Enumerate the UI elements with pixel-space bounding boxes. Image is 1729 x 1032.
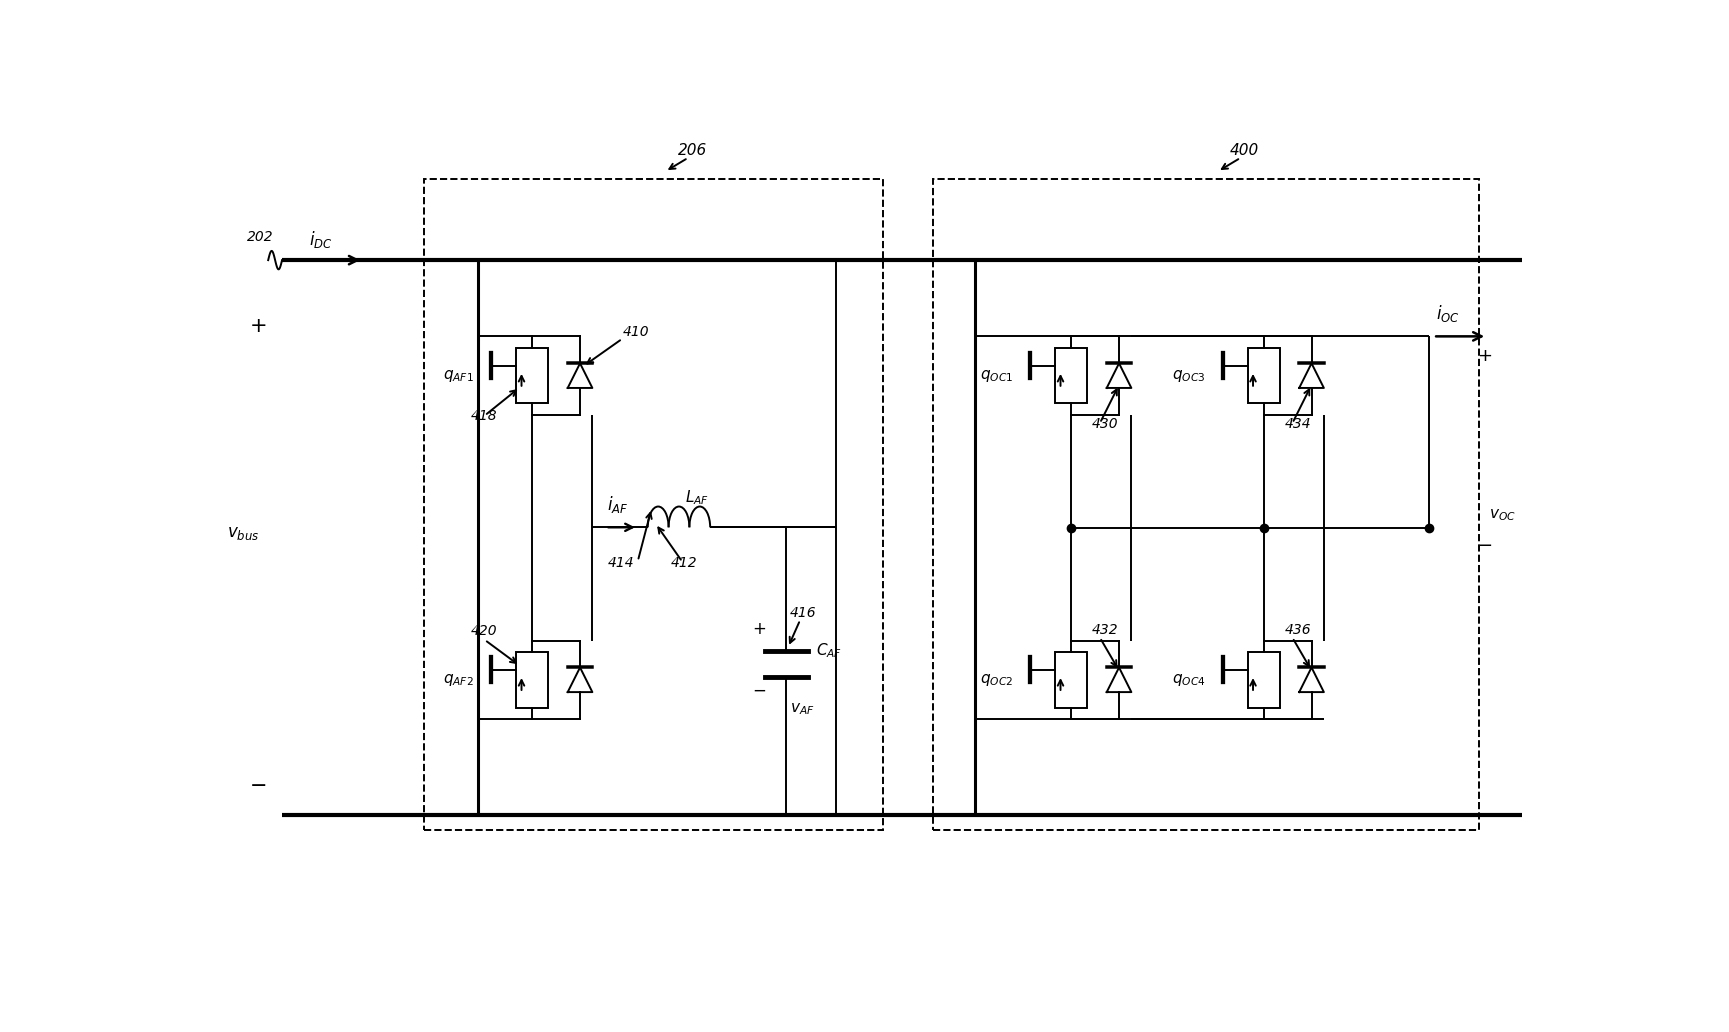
Text: $C_{AF}$: $C_{AF}$: [816, 641, 842, 659]
Text: $+$: $+$: [249, 316, 266, 335]
Polygon shape: [1298, 668, 1324, 692]
Text: 202: 202: [247, 230, 273, 244]
Bar: [1248, 652, 1279, 708]
Text: 416: 416: [790, 606, 816, 619]
Text: $q_{OC1}$: $q_{OC1}$: [980, 367, 1013, 384]
Text: 412: 412: [671, 556, 697, 571]
Text: $+$: $+$: [1477, 347, 1492, 365]
Polygon shape: [1107, 668, 1131, 692]
Text: $L_{AF}$: $L_{AF}$: [685, 489, 709, 508]
Text: $q_{AF1}$: $q_{AF1}$: [443, 367, 474, 384]
Text: 420: 420: [470, 624, 498, 638]
Text: 418: 418: [470, 410, 498, 423]
Text: $q_{OC3}$: $q_{OC3}$: [1172, 367, 1205, 384]
Text: 400: 400: [1229, 142, 1259, 158]
Text: $v_{AF}$: $v_{AF}$: [790, 701, 814, 717]
Bar: [1248, 348, 1279, 404]
Bar: [517, 652, 548, 708]
Polygon shape: [1107, 363, 1131, 388]
Text: 410: 410: [622, 325, 648, 338]
Text: $-$: $-$: [752, 680, 766, 699]
Text: $q_{AF2}$: $q_{AF2}$: [443, 672, 474, 687]
Text: 430: 430: [1093, 417, 1119, 431]
Polygon shape: [1298, 363, 1324, 388]
Bar: [932, 180, 1480, 830]
Text: $-$: $-$: [249, 774, 266, 794]
Bar: [425, 180, 882, 830]
Text: 436: 436: [1285, 622, 1311, 637]
Text: $\mathit{i}_{DC}$: $\mathit{i}_{DC}$: [309, 229, 332, 250]
Polygon shape: [567, 363, 593, 388]
Text: 206: 206: [678, 142, 707, 158]
Bar: [1055, 652, 1088, 708]
Bar: [517, 348, 548, 404]
Text: 434: 434: [1285, 417, 1311, 431]
Text: $q_{OC4}$: $q_{OC4}$: [1172, 672, 1205, 687]
Polygon shape: [567, 668, 593, 692]
Text: $\mathit{i}_{OC}$: $\mathit{i}_{OC}$: [1435, 303, 1459, 324]
Text: $-$: $-$: [1477, 536, 1492, 553]
Text: 432: 432: [1093, 622, 1119, 637]
Text: $\mathit{i}_{AF}$: $\mathit{i}_{AF}$: [607, 494, 628, 515]
Text: $q_{OC2}$: $q_{OC2}$: [980, 672, 1013, 687]
Text: $v_{OC}$: $v_{OC}$: [1489, 508, 1516, 523]
Text: $v_{bus}$: $v_{bus}$: [226, 524, 259, 543]
Bar: [1055, 348, 1088, 404]
Text: $+$: $+$: [752, 620, 766, 639]
Text: 414: 414: [607, 556, 635, 571]
